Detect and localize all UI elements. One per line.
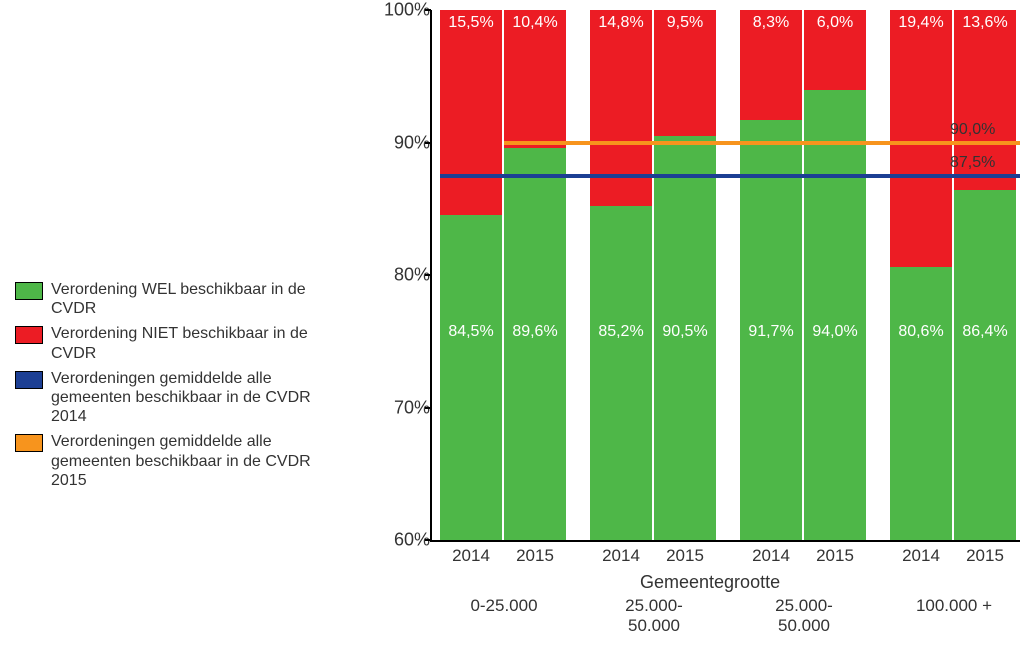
- y-tick-mark: [425, 9, 431, 11]
- y-tick-mark: [425, 539, 431, 541]
- legend-item: Verordening NIET beschikbaar in de CVDR: [15, 324, 341, 362]
- bar-segment-wel: [890, 267, 952, 540]
- bar-value-wel: 80,6%: [890, 323, 952, 341]
- bar: 94,0% 6,0%: [804, 10, 866, 540]
- bar: 89,6% 10,4%: [504, 10, 566, 540]
- axis-line-x: [430, 540, 1020, 542]
- chart-container: Verordening WEL beschikbaar in de CVDR V…: [0, 0, 1024, 654]
- bar: 91,7% 8,3%: [740, 10, 802, 540]
- x-group-label: 0-25.000: [440, 596, 568, 616]
- bar: 86,4% 13,6%: [954, 10, 1016, 540]
- bar-value-niet: 8,3%: [740, 14, 802, 32]
- bar: 90,5% 9,5%: [654, 10, 716, 540]
- bar-segment-wel: [440, 215, 502, 540]
- x-year-label: 2014: [890, 546, 952, 566]
- bar-value-wel: 84,5%: [440, 323, 502, 341]
- legend-item: Verordeningen gemiddelde alle gemeenten …: [15, 432, 341, 490]
- bar-segment-wel: [504, 148, 566, 540]
- legend: Verordening WEL beschikbaar in de CVDR V…: [15, 280, 341, 496]
- reference-line: [440, 174, 1020, 178]
- bar-value-niet: 14,8%: [590, 14, 652, 32]
- bar-segment-wel: [590, 206, 652, 540]
- x-group-label: 100.000 +: [890, 596, 1018, 616]
- x-year-label: 2014: [740, 546, 802, 566]
- bar-value-wel: 94,0%: [804, 323, 866, 341]
- bar-value-niet: 15,5%: [440, 14, 502, 32]
- bar-segment-wel: [804, 90, 866, 541]
- bar-segment-wel: [954, 190, 1016, 540]
- reference-line-label: 90,0%: [950, 121, 995, 139]
- bar-value-niet: 6,0%: [804, 14, 866, 32]
- legend-item: Verordening WEL beschikbaar in de CVDR: [15, 280, 341, 318]
- legend-label: Verordening NIET beschikbaar in de CVDR: [51, 324, 341, 362]
- legend-item: Verordeningen gemiddelde alle gemeenten …: [15, 369, 341, 427]
- legend-swatch-line2014: [15, 371, 43, 389]
- legend-label: Verordeningen gemiddelde alle gemeenten …: [51, 432, 341, 490]
- bar-value-niet: 9,5%: [654, 14, 716, 32]
- bar: 80,6% 19,4%: [890, 10, 952, 540]
- bar-value-wel: 91,7%: [740, 323, 802, 341]
- bar: 85,2% 14,8%: [590, 10, 652, 540]
- bar-value-wel: 85,2%: [590, 323, 652, 341]
- legend-swatch-wel: [15, 282, 43, 300]
- x-axis-title: Gemeentegrootte: [640, 572, 780, 593]
- x-year-label: 2015: [504, 546, 566, 566]
- bar-segment-niet: [890, 10, 952, 267]
- x-year-label: 2014: [440, 546, 502, 566]
- y-tick-mark: [425, 407, 431, 409]
- legend-label: Verordeningen gemiddelde alle gemeenten …: [51, 369, 341, 427]
- legend-swatch-line2015: [15, 434, 43, 452]
- plot-area: 84,5%15,5%89,6%10,4%85,2%14,8%90,5%9,5%9…: [430, 10, 1020, 540]
- y-tick-label: 100%: [384, 0, 430, 21]
- x-year-label: 2015: [654, 546, 716, 566]
- bar: 84,5% 15,5%: [440, 10, 502, 540]
- y-tick-mark: [425, 142, 431, 144]
- y-axis: 100%90%80%70%60%: [360, 10, 430, 540]
- bar-value-wel: 86,4%: [954, 323, 1016, 341]
- legend-label: Verordening WEL beschikbaar in de CVDR: [51, 280, 341, 318]
- bar-segment-niet: [440, 10, 502, 215]
- x-year-label: 2015: [954, 546, 1016, 566]
- x-group-label: 25.000-50.000: [740, 596, 868, 636]
- bar-value-niet: 10,4%: [504, 14, 566, 32]
- bar-value-wel: 89,6%: [504, 323, 566, 341]
- reference-line-label: 87,5%: [950, 154, 995, 172]
- bar-value-niet: 19,4%: [890, 14, 952, 32]
- legend-swatch-niet: [15, 326, 43, 344]
- bar-value-niet: 13,6%: [954, 14, 1016, 32]
- x-year-label: 2014: [590, 546, 652, 566]
- reference-line: [504, 141, 1020, 145]
- y-tick-mark: [425, 274, 431, 276]
- bar-value-wel: 90,5%: [654, 323, 716, 341]
- x-group-label: 25.000-50.000: [590, 596, 718, 636]
- x-year-label: 2015: [804, 546, 866, 566]
